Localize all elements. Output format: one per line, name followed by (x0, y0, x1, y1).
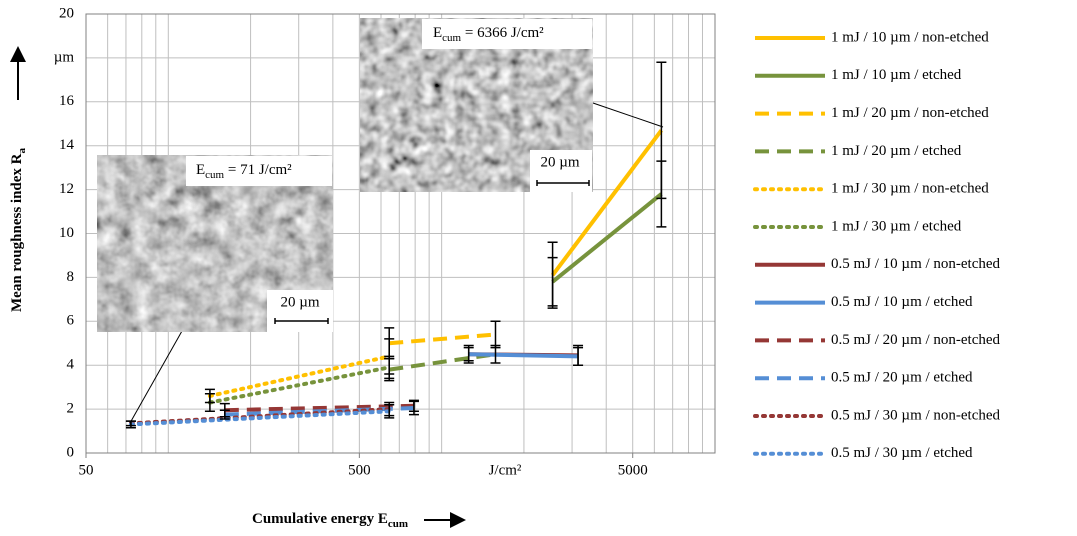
error-bar (656, 161, 666, 227)
y-axis-title-group: Mean roughness index Ra (9, 50, 27, 312)
y-tick-label: 0 (67, 444, 75, 460)
x-unit-label: J/cm² (489, 462, 522, 478)
subscript: cum (205, 169, 224, 181)
x-tick-label: 500 (348, 462, 371, 478)
y-tick-label: µm (54, 49, 75, 65)
y-axis-title: Mean roughness index Ra (9, 148, 27, 313)
legend-label: 1 mJ / 10 µm / etched (831, 67, 962, 83)
symbol: E (433, 25, 442, 41)
y-tick-label: 14 (59, 137, 75, 153)
error-bar (548, 258, 558, 306)
x-tick-label: 5000 (618, 462, 648, 478)
y-tick-label: 16 (59, 93, 75, 109)
series-line (389, 334, 495, 343)
y-tick-label: 2 (67, 401, 75, 417)
legend-label: 1 mJ / 20 µm / non-etched (831, 105, 989, 121)
legend-label: 1 mJ / 30 µm / etched (831, 218, 962, 234)
series-line (469, 354, 578, 356)
legend: 1 mJ / 10 µm / non-etched 1 mJ / 10 µm / … (755, 29, 1001, 461)
x-tick-label: 50 (79, 462, 94, 478)
text: = 6366 J/cm² (461, 25, 544, 41)
chart: Ecum = 71 J/cm² 20 µm Ecum = 6366 J/cm² … (0, 0, 1077, 536)
title-subscript: a (16, 148, 28, 154)
title-text: Cumulative energy E (252, 511, 388, 527)
y-tick-label: 4 (67, 357, 75, 373)
legend-label: 0.5 mJ / 20 µm / non-etched (831, 332, 1001, 348)
legend-label: 0.5 mJ / 10 µm / non-etched (831, 256, 1001, 272)
y-tick-label: 10 (59, 225, 74, 241)
error-bar (490, 321, 500, 347)
title-text: Mean roughness index R (9, 153, 25, 312)
series-line (210, 367, 389, 402)
symbol: E (196, 162, 205, 178)
series-line (389, 354, 495, 369)
inset-high-energy: Ecum = 6366 J/cm² 20 µm (360, 18, 663, 192)
legend-label: 0.5 mJ / 30 µm / etched (831, 445, 973, 461)
y-tick-label: 6 (67, 313, 75, 329)
scale-bar-label: 20 µm (540, 154, 579, 170)
scale-bar-label: 20 µm (280, 294, 319, 310)
y-tick-label: 12 (59, 181, 74, 197)
x-axis-title: Cumulative energy Ecum (252, 511, 408, 529)
text: = 71 J/cm² (224, 162, 292, 178)
legend-label: 0.5 mJ / 20 µm / etched (831, 370, 973, 386)
leader-line (593, 103, 663, 127)
y-tick-label: 20 (59, 5, 74, 21)
page: {"chart_data": { "type": "line", "y_titl… (0, 0, 1077, 536)
subscript: cum (442, 32, 461, 44)
y-tick-label: 8 (67, 269, 75, 285)
legend-label: 1 mJ / 10 µm / non-etched (831, 29, 989, 45)
inset-low-energy: Ecum = 71 J/cm² 20 µm (97, 155, 333, 423)
legend-label: 1 mJ / 20 µm / etched (831, 143, 962, 159)
legend-label: 0.5 mJ / 10 µm / etched (831, 294, 973, 310)
legend-label: 0.5 mJ / 30 µm / non-etched (831, 407, 1001, 423)
legend-label: 1 mJ / 30 µm / non-etched (831, 181, 989, 197)
title-subscript: cum (388, 518, 408, 530)
series-line (210, 356, 389, 396)
series-line (553, 194, 662, 282)
